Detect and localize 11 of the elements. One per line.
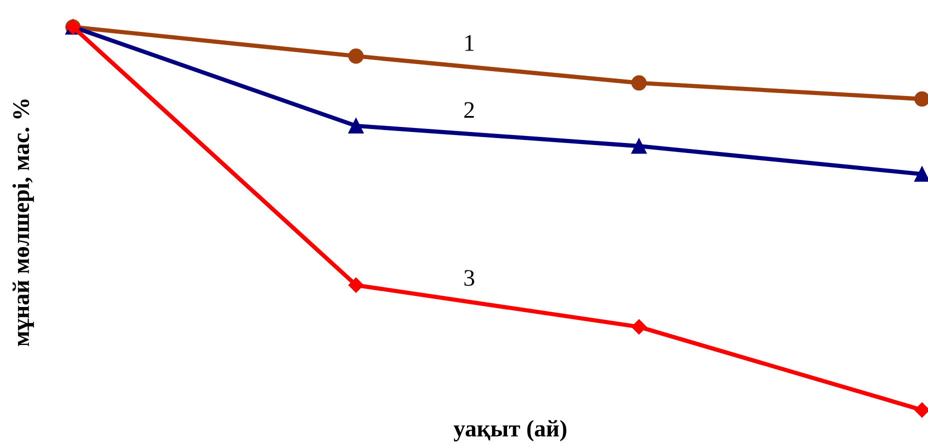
y-axis-title: мұнай мөлшері, мас. % xyxy=(12,99,34,346)
series-label: 3 xyxy=(464,270,474,286)
point xyxy=(631,319,647,334)
point xyxy=(631,138,647,154)
point xyxy=(348,278,364,293)
x-axis-title: уақыт (ай) xyxy=(454,420,566,442)
point xyxy=(631,75,647,91)
series-label: 1 xyxy=(465,35,474,51)
point xyxy=(348,118,364,134)
series-label: 2 xyxy=(464,102,474,118)
point xyxy=(348,48,364,64)
